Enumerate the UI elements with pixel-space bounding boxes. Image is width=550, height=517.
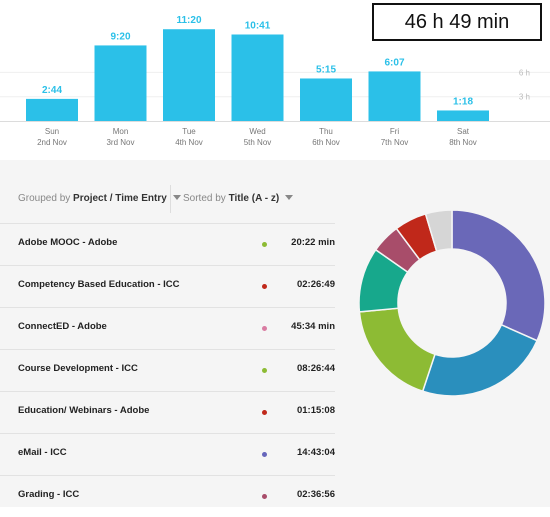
x-tick-date: 2nd Nov xyxy=(37,138,67,147)
weekly-bar-chart: 3 h 6 h 2:44 Sun 2nd Nov 9:20 Mon 3rd Nov 11:20 T… xyxy=(0,0,550,160)
donut-slice[interactable] xyxy=(424,209,453,253)
list-item[interactable]: Adobe MOOC - Adobe 20:22 min xyxy=(0,223,335,265)
list-item[interactable]: Course Development - ICC 08:26:44 xyxy=(0,349,335,391)
entry-name: ConnectED - Adobe xyxy=(18,321,107,332)
color-dot-icon xyxy=(262,494,267,499)
entry-list: Adobe MOOC - Adobe 20:22 min Competency … xyxy=(0,223,335,517)
list-item[interactable]: Education/ Webinars - Adobe 01:15:08 xyxy=(0,391,335,433)
entry-name: Course Development - ICC xyxy=(18,363,138,374)
x-tick-date: 4th Nov xyxy=(175,138,203,147)
donut-slice[interactable] xyxy=(421,323,539,397)
donut-slice[interactable] xyxy=(358,307,436,393)
y-tick-label: 3 h xyxy=(519,93,530,102)
x-tick-date: 8th Nov xyxy=(449,138,477,147)
list-item[interactable]: Grading - ICC 02:36:56 xyxy=(0,475,335,517)
x-tick-date: 7th Nov xyxy=(381,138,409,147)
bar-thu xyxy=(300,78,352,121)
x-tick-day: Wed xyxy=(249,127,265,136)
sort-by-dropdown[interactable]: Sorted by Title (A - z) xyxy=(183,193,294,204)
chevron-down-icon xyxy=(172,195,181,200)
list-item[interactable]: eMail - ICC 14:43:04 xyxy=(0,433,335,475)
color-dot-icon xyxy=(262,452,267,457)
entry-name: eMail - ICC xyxy=(18,447,67,458)
bar-value-label: 10:41 xyxy=(245,20,271,31)
color-dot-icon xyxy=(262,368,267,373)
group-by-value: Project / Time Entry xyxy=(73,193,167,204)
x-tick-day: Fri xyxy=(390,127,400,136)
entry-name: Adobe MOOC - Adobe xyxy=(18,237,118,248)
entry-duration: 14:43:04 xyxy=(296,447,335,458)
bar-fri xyxy=(368,71,421,121)
x-tick-day: Sat xyxy=(457,127,470,136)
total-time-box: 46 h 49 min xyxy=(372,3,542,41)
group-by-dropdown[interactable]: Grouped by Project / Time Entry xyxy=(18,193,181,204)
x-tick-date: 6th Nov xyxy=(312,138,340,147)
bar-value-label: 5:15 xyxy=(316,64,336,75)
x-tick-date: 5th Nov xyxy=(244,138,272,147)
bar-sun xyxy=(26,98,78,121)
bar-value-label: 2:44 xyxy=(42,85,62,96)
project-donut-chart xyxy=(358,209,546,397)
list-item[interactable]: ConnectED - Adobe 45:34 min xyxy=(0,307,335,349)
bar-wed xyxy=(231,34,284,121)
entry-duration: 08:26:44 xyxy=(296,363,335,374)
color-dot-icon xyxy=(262,284,267,289)
list-item[interactable]: Competency Based Education - ICC 02:26:4… xyxy=(0,265,335,307)
bar-value-label: 6:07 xyxy=(384,57,404,68)
sort-by-prefix: Sorted by xyxy=(183,193,226,204)
color-dot-icon xyxy=(262,242,267,247)
bar-chart-svg: 3 h 6 h 2:44 Sun 2nd Nov 9:20 Mon 3rd Nov 11:20 T… xyxy=(0,15,550,147)
bar-tue xyxy=(163,29,215,122)
bar-value-label: 11:20 xyxy=(176,15,201,26)
bar-sat xyxy=(437,110,489,121)
chevron-down-icon xyxy=(285,195,294,200)
entry-duration: 01:15:08 xyxy=(296,405,335,416)
list-controls: Grouped by Project / Time Entry Sorted b… xyxy=(0,185,335,213)
x-tick-day: Tue xyxy=(182,127,196,136)
donut-slice[interactable] xyxy=(451,209,546,342)
x-tick-day: Mon xyxy=(113,127,129,136)
entry-name: Education/ Webinars - Adobe xyxy=(18,405,150,416)
entry-duration: 45:34 min xyxy=(291,321,335,332)
x-tick-day: Thu xyxy=(319,127,333,136)
color-dot-icon xyxy=(262,410,267,415)
controls-divider xyxy=(170,185,171,213)
bar-mon xyxy=(94,45,147,121)
bar-value-label: 9:20 xyxy=(110,31,130,42)
entry-name: Grading - ICC xyxy=(18,489,80,500)
color-dot-icon xyxy=(262,326,267,331)
group-by-prefix: Grouped by xyxy=(18,193,71,204)
entry-name: Competency Based Education - ICC xyxy=(18,279,180,290)
sort-by-value: Title (A - z) xyxy=(228,193,280,204)
x-tick-day: Sun xyxy=(45,127,59,136)
y-tick-label: 6 h xyxy=(519,68,530,77)
entry-duration: 02:26:49 xyxy=(296,279,335,290)
x-tick-date: 3rd Nov xyxy=(106,138,134,147)
entry-duration: 02:36:56 xyxy=(296,489,335,500)
entry-duration: 20:22 min xyxy=(291,237,335,248)
bar-value-label: 1:18 xyxy=(453,96,473,107)
